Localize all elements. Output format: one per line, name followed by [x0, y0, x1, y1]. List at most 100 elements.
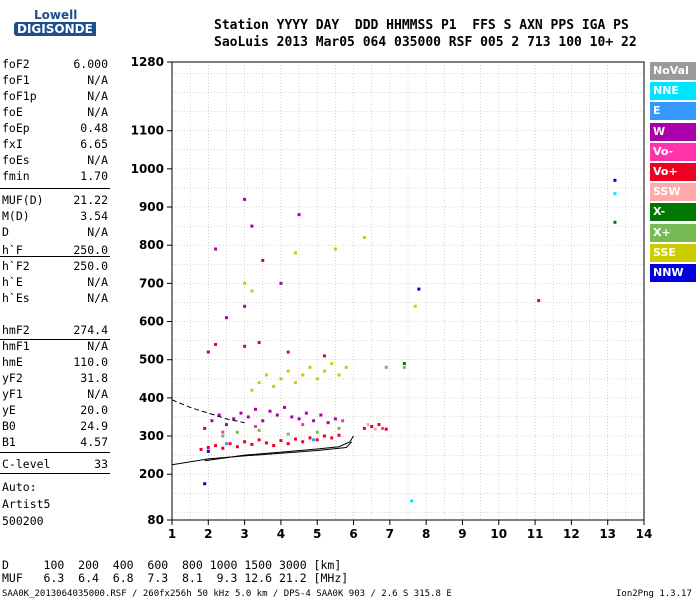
data-point [333, 417, 337, 421]
x-trace-line [204, 435, 354, 462]
data-point [315, 438, 319, 442]
data-point [206, 350, 210, 354]
param-value: 31.8 [80, 371, 108, 385]
param-separator [0, 339, 110, 340]
y-tick-label: 1100 [131, 124, 164, 138]
param-value: 0.48 [80, 121, 108, 135]
legend-item: Vo+ [650, 163, 696, 181]
param-row: hmE 110.0 [2, 354, 108, 370]
data-point [250, 442, 254, 446]
param-value: 33 [94, 457, 108, 471]
param-value: 21.22 [73, 193, 108, 207]
chart-grid [171, 62, 645, 520]
data-point [279, 439, 283, 443]
legend-item: Vo- [650, 142, 696, 161]
muf-value-row: MUF 6.3 6.4 6.8 7.3 8.1 9.3 12.6 21.2 [M… [2, 571, 349, 585]
legend-item: X- [650, 203, 696, 222]
x-tick-label: 14 [636, 527, 653, 541]
data-point [243, 304, 247, 308]
param-row: C-level 33 [2, 456, 108, 472]
x-tick-label: 10 [490, 527, 507, 541]
data-point [413, 304, 417, 308]
param-name: foEs [2, 153, 30, 167]
data-point [243, 440, 247, 444]
data-point [537, 299, 541, 303]
data-point [224, 316, 228, 320]
data-point [257, 438, 261, 442]
param-row: foEs N/A [2, 152, 108, 168]
param-name: foF1 [2, 73, 30, 87]
param-row: yF2 31.8 [2, 370, 108, 386]
param-row: foF2 6.000 [2, 56, 108, 72]
data-point [257, 428, 261, 432]
data-point [402, 365, 406, 369]
data-point [417, 287, 421, 291]
param-name: C-level [2, 457, 51, 471]
data-point [279, 377, 283, 381]
data-point [243, 344, 247, 348]
data-point [232, 417, 236, 421]
data-point [243, 281, 247, 285]
data-point [312, 419, 316, 423]
chart-ticks: 1 2 3 4 5 6 7 8 9 10 11 12 13 14802003004005006007008… [131, 55, 653, 541]
data-point [235, 445, 239, 449]
param-separator [0, 188, 110, 189]
data-point [239, 411, 243, 415]
header-values: SaoLuis 2013 Mar05 064 035000 RSF 005 2 … [214, 35, 637, 50]
data-point [290, 415, 294, 419]
legend-item: NNE [650, 82, 696, 101]
param-row: yE 20.0 [2, 402, 108, 418]
param-name: MUF(D) [2, 193, 44, 207]
param-row: foE N/A [2, 104, 108, 120]
param-value: N/A [87, 89, 108, 103]
param-row: hmF2 274.4 [2, 322, 108, 338]
param-name: hmF1 [2, 339, 30, 353]
param-row: fxI 6.65 [2, 136, 108, 152]
param-row: hmF1 N/A [2, 338, 108, 354]
data-point [206, 449, 210, 453]
data-point [235, 430, 239, 434]
data-point [221, 430, 225, 434]
data-point [286, 442, 290, 446]
param-row: h`F 250.0 [2, 242, 108, 258]
data-point [268, 409, 272, 413]
data-point [384, 427, 388, 431]
data-point [264, 441, 268, 445]
footer-file-info: SAA0K_2013064035000.RSF / 260fx256h 50 k… [2, 589, 452, 599]
data-point [341, 419, 345, 423]
data-point [301, 373, 305, 377]
data-point [286, 350, 290, 354]
param-name: M(D) [2, 209, 30, 223]
param-row: foF1p N/A [2, 88, 108, 104]
data-point [315, 430, 319, 434]
data-point [224, 423, 228, 427]
param-name: foF2 [2, 57, 30, 71]
scaler-version: 500200 [2, 514, 44, 528]
y-tick-label: 700 [139, 276, 164, 290]
data-point [283, 405, 287, 409]
data-point [344, 365, 348, 369]
plot-frame [171, 61, 645, 521]
data-point [315, 377, 319, 381]
data-point [257, 341, 261, 345]
legend-item: NNW [650, 264, 696, 282]
chart-traces [171, 399, 354, 466]
data-point [384, 365, 388, 369]
data-point [337, 426, 341, 430]
y-tick-label: 300 [139, 429, 164, 443]
header-labels: Station YYYY DAY DDD HHMMSS P1 FFS S AXN… [214, 18, 629, 33]
param-separator [0, 473, 110, 474]
param-value: 6.65 [80, 137, 108, 151]
data-point [410, 499, 414, 503]
data-point [272, 384, 276, 388]
data-point [402, 362, 406, 366]
x-tick-label: 8 [422, 527, 430, 541]
param-name: fmin [2, 169, 30, 183]
param-name: hmE [2, 355, 23, 369]
param-separator [0, 256, 110, 257]
y-tick-label: 500 [139, 353, 164, 367]
data-point [206, 445, 210, 449]
x-tick-label: 11 [527, 527, 544, 541]
data-point [293, 381, 297, 385]
data-point [312, 438, 316, 442]
